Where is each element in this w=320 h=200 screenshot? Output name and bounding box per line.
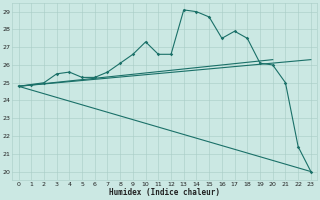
X-axis label: Humidex (Indice chaleur): Humidex (Indice chaleur) [109,188,220,197]
